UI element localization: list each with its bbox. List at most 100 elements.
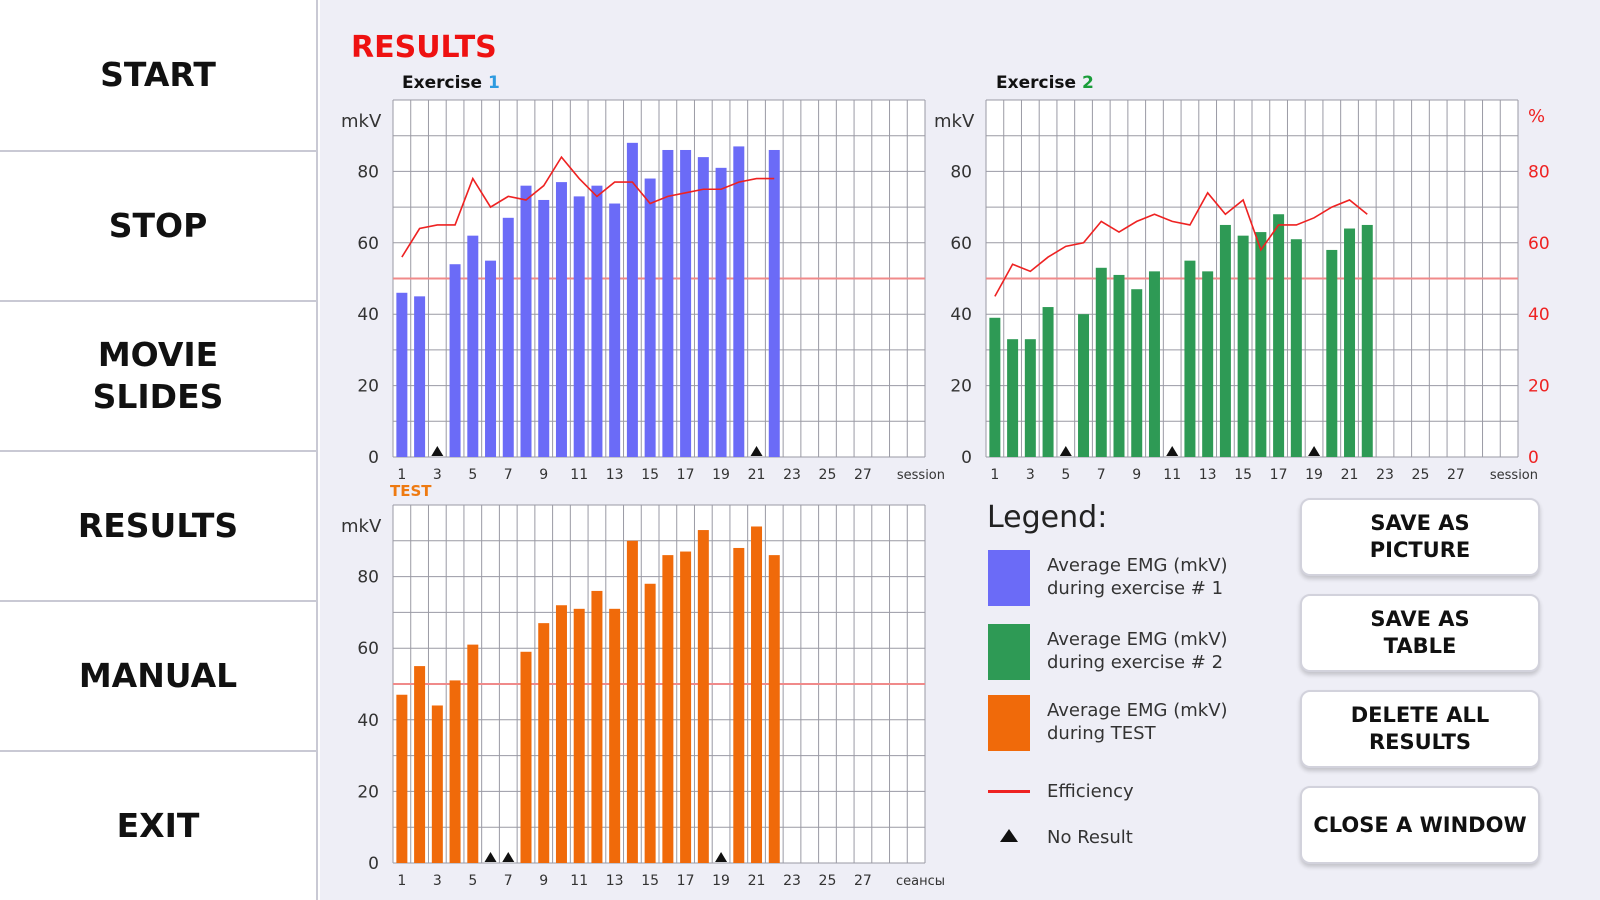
bar — [520, 185, 532, 457]
bar — [1024, 339, 1036, 457]
bar — [1148, 271, 1160, 457]
x-tick-label: 13 — [606, 873, 624, 889]
x-tick-label: 25 — [1412, 467, 1430, 483]
bar — [1042, 307, 1054, 457]
x-tick-label: 23 — [1376, 467, 1394, 483]
y-tick-label: 20 — [357, 782, 379, 802]
bar — [626, 540, 638, 863]
chart-title-exercise-1: Exercise 1 — [402, 73, 500, 93]
x-tick-label: 1 — [990, 467, 999, 483]
x-tick-label: 1 — [397, 467, 406, 483]
bar — [715, 167, 727, 457]
y2-axis-label: % — [1528, 106, 1545, 127]
legend-title: Legend: — [987, 500, 1108, 535]
no-result-icon — [1000, 829, 1018, 842]
y-tick-label: 40 — [950, 305, 972, 325]
legend-label-test: Average EMG (mkV) during TEST — [1047, 700, 1228, 744]
bar — [1007, 339, 1019, 457]
y-tick-label: 60 — [357, 639, 379, 659]
no-result-marker — [1308, 446, 1321, 456]
x-tick-label: 3 — [433, 873, 442, 889]
bar — [449, 264, 461, 457]
bar — [733, 547, 745, 863]
bar — [662, 555, 674, 863]
chart-title-test: TEST — [390, 482, 432, 500]
no-result-marker — [431, 446, 444, 456]
bar — [573, 608, 585, 863]
sidebar-item-manual[interactable]: MANUAL — [0, 602, 316, 752]
bar — [591, 185, 603, 457]
legend-label-exercise-2: Average EMG (mkV) during exercise # 2 — [1047, 629, 1228, 673]
x-tick-label: 7 — [504, 873, 513, 889]
y-tick-label: 20 — [950, 377, 972, 397]
y-axis-label: mkV — [341, 111, 382, 132]
x-tick-label: 7 — [504, 467, 513, 483]
x-tick-label: 21 — [748, 873, 766, 889]
x-tick-label: 27 — [1447, 467, 1465, 483]
no-result-marker — [715, 852, 728, 862]
save-as-picture-button[interactable]: SAVE AS PICTURE — [1300, 498, 1540, 576]
bar — [396, 694, 408, 863]
x-tick-label: 17 — [1270, 467, 1288, 483]
x-tick-label: 13 — [1199, 467, 1217, 483]
bar — [1273, 214, 1285, 457]
delete-all-results-button[interactable]: DELETE ALL RESULTS — [1300, 690, 1540, 768]
bar — [1290, 239, 1302, 457]
bar — [538, 199, 550, 457]
x-tick-label: 19 — [712, 873, 730, 889]
x-tick-label: 9 — [1132, 467, 1141, 483]
x-tick-label: 17 — [677, 467, 695, 483]
bar — [502, 217, 514, 457]
bar — [555, 605, 567, 863]
save-as-table-button[interactable]: SAVE AS TABLE — [1300, 594, 1540, 672]
close-window-button[interactable]: CLOSE A WINDOW — [1300, 786, 1540, 864]
sidebar-item-start[interactable]: START — [0, 0, 316, 152]
x-tick-label: 9 — [539, 467, 548, 483]
bar — [555, 182, 567, 458]
y-axis-label: mkV — [341, 516, 382, 537]
bar — [591, 590, 603, 863]
sidebar-item-movie-slides[interactable]: MOVIE SLIDES — [0, 302, 316, 452]
sidebar-item-stop[interactable]: STOP — [0, 152, 316, 302]
bar — [626, 142, 638, 457]
x-axis-label: session — [1490, 468, 1538, 483]
y2-tick-label: 0 — [1528, 448, 1539, 468]
bar — [1219, 224, 1231, 457]
chart-title-exercise-2: Exercise 2 — [996, 73, 1094, 93]
bar — [396, 292, 408, 457]
x-tick-label: 11 — [570, 467, 588, 483]
bar — [644, 583, 656, 863]
x-tick-label: 19 — [712, 467, 730, 483]
bar — [1095, 267, 1107, 457]
x-tick-label: 17 — [677, 873, 695, 889]
bar — [431, 705, 443, 863]
efficiency-line — [401, 155, 775, 258]
sidebar-item-exit[interactable]: EXIT — [116, 806, 200, 845]
bar — [1184, 260, 1196, 457]
no-result-marker — [750, 446, 763, 456]
sidebar-item-results[interactable]: RESULTS — [0, 452, 316, 602]
bar — [1326, 249, 1338, 457]
chart-title-number: 1 — [487, 73, 500, 93]
y-tick-label: 40 — [357, 711, 379, 731]
y-tick-label: 60 — [950, 234, 972, 254]
y-tick-label: 20 — [357, 377, 379, 397]
bar — [680, 149, 692, 458]
no-result-marker — [484, 852, 497, 862]
x-tick-label: 27 — [854, 873, 872, 889]
bar — [644, 178, 656, 458]
x-tick-label: 25 — [819, 873, 837, 889]
page-title: RESULTS — [351, 30, 497, 65]
x-tick-label: 25 — [819, 467, 837, 483]
y-tick-label: 80 — [950, 162, 972, 182]
no-result-marker — [1166, 446, 1179, 456]
bar — [697, 530, 709, 863]
bar — [485, 260, 497, 457]
bar — [768, 555, 780, 863]
bar — [609, 203, 621, 457]
sidebar: START STOP MOVIE SLIDES RESULTS MANUAL E… — [0, 0, 318, 900]
